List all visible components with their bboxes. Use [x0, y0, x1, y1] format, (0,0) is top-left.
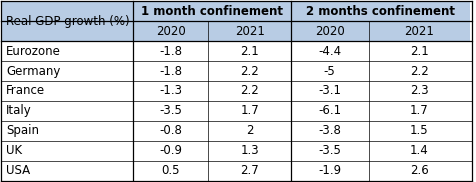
Text: -4.4: -4.4: [318, 45, 341, 58]
FancyBboxPatch shape: [291, 1, 470, 21]
Text: -6.1: -6.1: [318, 104, 341, 117]
Text: 1.7: 1.7: [410, 104, 428, 117]
Text: Spain: Spain: [6, 124, 39, 137]
FancyBboxPatch shape: [133, 1, 291, 21]
Text: Real GDP growth (%): Real GDP growth (%): [6, 15, 130, 28]
FancyBboxPatch shape: [368, 61, 470, 81]
FancyBboxPatch shape: [1, 141, 133, 161]
Text: -1.8: -1.8: [159, 45, 182, 58]
FancyBboxPatch shape: [208, 121, 291, 141]
FancyBboxPatch shape: [208, 101, 291, 121]
FancyBboxPatch shape: [208, 81, 291, 101]
FancyBboxPatch shape: [368, 161, 470, 181]
FancyBboxPatch shape: [291, 121, 368, 141]
FancyBboxPatch shape: [133, 101, 208, 121]
Text: France: France: [6, 84, 45, 98]
Text: -1.3: -1.3: [159, 84, 182, 98]
FancyBboxPatch shape: [291, 161, 368, 181]
Text: 1.4: 1.4: [410, 144, 428, 157]
FancyBboxPatch shape: [1, 81, 133, 101]
FancyBboxPatch shape: [368, 141, 470, 161]
FancyBboxPatch shape: [208, 21, 291, 41]
Text: 2 months confinement: 2 months confinement: [306, 5, 455, 18]
Text: 2021: 2021: [235, 25, 265, 38]
FancyBboxPatch shape: [291, 81, 368, 101]
Text: 2.2: 2.2: [240, 65, 259, 78]
FancyBboxPatch shape: [291, 21, 368, 41]
FancyBboxPatch shape: [1, 161, 133, 181]
Text: Eurozone: Eurozone: [6, 45, 61, 58]
FancyBboxPatch shape: [291, 41, 368, 61]
Text: -3.5: -3.5: [159, 104, 182, 117]
Text: 1.7: 1.7: [240, 104, 259, 117]
FancyBboxPatch shape: [1, 121, 133, 141]
Text: 2.7: 2.7: [240, 164, 259, 177]
Text: 2.3: 2.3: [410, 84, 428, 98]
FancyBboxPatch shape: [208, 161, 291, 181]
FancyBboxPatch shape: [1, 101, 133, 121]
Text: -3.8: -3.8: [318, 124, 341, 137]
FancyBboxPatch shape: [208, 141, 291, 161]
Text: -3.5: -3.5: [318, 144, 341, 157]
FancyBboxPatch shape: [291, 101, 368, 121]
Text: 2: 2: [246, 124, 253, 137]
Text: -1.9: -1.9: [318, 164, 341, 177]
FancyBboxPatch shape: [368, 121, 470, 141]
FancyBboxPatch shape: [133, 141, 208, 161]
Text: 1.5: 1.5: [410, 124, 428, 137]
Text: -0.9: -0.9: [159, 144, 182, 157]
FancyBboxPatch shape: [208, 41, 291, 61]
FancyBboxPatch shape: [208, 61, 291, 81]
Text: 1.3: 1.3: [240, 144, 259, 157]
Text: 2021: 2021: [404, 25, 434, 38]
Text: 2.1: 2.1: [410, 45, 428, 58]
FancyBboxPatch shape: [133, 41, 208, 61]
Text: 2020: 2020: [315, 25, 345, 38]
Text: USA: USA: [6, 164, 30, 177]
FancyBboxPatch shape: [291, 61, 368, 81]
Text: 2020: 2020: [156, 25, 186, 38]
FancyBboxPatch shape: [133, 121, 208, 141]
FancyBboxPatch shape: [133, 61, 208, 81]
FancyBboxPatch shape: [1, 41, 133, 61]
FancyBboxPatch shape: [368, 101, 470, 121]
Text: Italy: Italy: [6, 104, 32, 117]
FancyBboxPatch shape: [368, 81, 470, 101]
Text: UK: UK: [6, 144, 22, 157]
Text: 2.2: 2.2: [410, 65, 428, 78]
Text: 1 month confinement: 1 month confinement: [141, 5, 283, 18]
Text: 2.2: 2.2: [240, 84, 259, 98]
Text: -0.8: -0.8: [159, 124, 182, 137]
Text: -1.8: -1.8: [159, 65, 182, 78]
Text: 0.5: 0.5: [161, 164, 180, 177]
Text: -5: -5: [324, 65, 336, 78]
Text: Germany: Germany: [6, 65, 60, 78]
FancyBboxPatch shape: [368, 41, 470, 61]
FancyBboxPatch shape: [1, 1, 133, 41]
Text: 2.1: 2.1: [240, 45, 259, 58]
FancyBboxPatch shape: [133, 81, 208, 101]
FancyBboxPatch shape: [368, 21, 470, 41]
FancyBboxPatch shape: [1, 61, 133, 81]
FancyBboxPatch shape: [133, 161, 208, 181]
FancyBboxPatch shape: [291, 141, 368, 161]
FancyBboxPatch shape: [133, 21, 208, 41]
Text: 2.6: 2.6: [410, 164, 428, 177]
Text: -3.1: -3.1: [318, 84, 341, 98]
